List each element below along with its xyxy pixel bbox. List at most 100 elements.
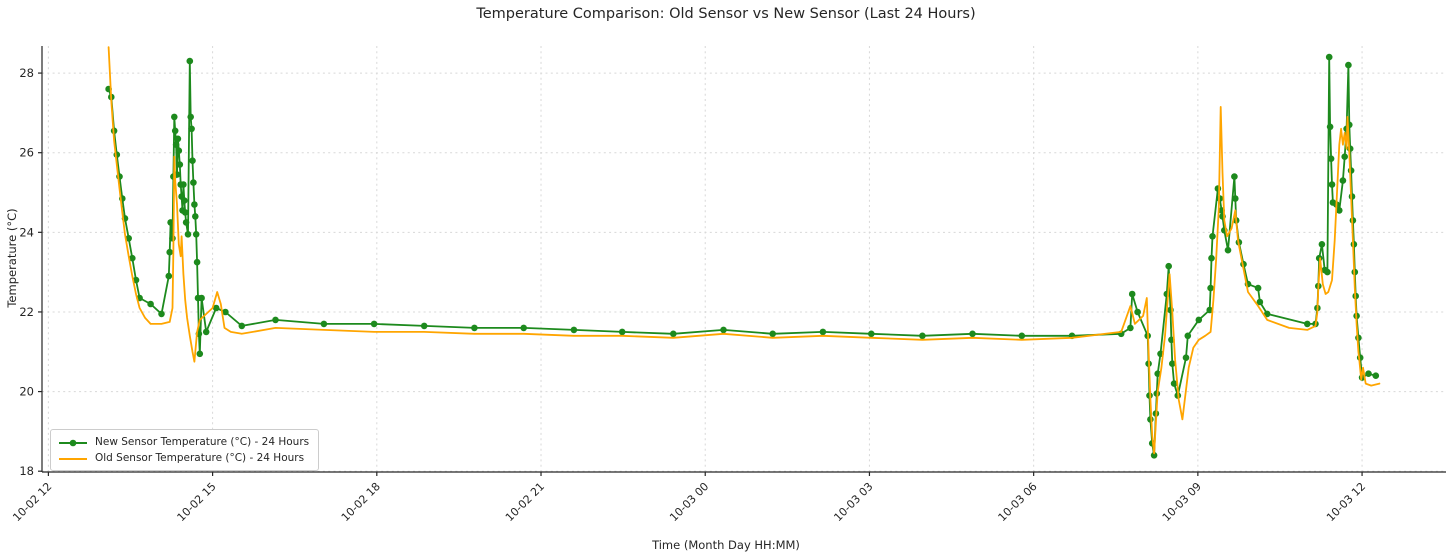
data-point-marker <box>1256 298 1264 306</box>
x-tick-label: 10-02 15 <box>175 480 219 524</box>
y-tick-label: 28 <box>19 66 34 80</box>
data-point-marker <box>720 326 727 334</box>
data-point-marker <box>1134 308 1141 316</box>
data-point-marker <box>1336 207 1343 214</box>
data-point-marker <box>670 330 677 338</box>
data-point-marker <box>191 201 198 208</box>
data-point-marker <box>172 141 180 148</box>
data-point-marker <box>868 330 875 338</box>
data-point-marker <box>222 308 229 316</box>
data-point-marker <box>171 127 179 135</box>
data-point-marker <box>147 300 154 308</box>
data-point-marker <box>1327 155 1335 162</box>
data-point-marker <box>175 147 183 154</box>
data-point-marker <box>181 197 188 204</box>
data-point-marker <box>618 328 626 336</box>
data-point-marker <box>181 209 189 216</box>
data-point-marker <box>166 248 173 256</box>
data-point-marker <box>1182 354 1190 362</box>
legend-label-old-sensor: Old Sensor Temperature (°C) - 24 Hours <box>95 452 305 464</box>
data-point-marker <box>1224 246 1232 254</box>
data-point-marker <box>420 322 428 330</box>
y-tick-label: 26 <box>19 146 34 160</box>
x-tick-label: 10-02 18 <box>339 480 383 524</box>
data-point-marker <box>1209 233 1216 240</box>
y-tick-label: 18 <box>19 464 34 478</box>
data-point-marker <box>1304 320 1311 328</box>
data-point-marker <box>1341 153 1348 160</box>
data-point-marker <box>192 213 199 220</box>
x-tick-label: 10-03 09 <box>1160 480 1204 524</box>
legend-item-old-sensor: Old Sensor Temperature (°C) - 24 Hours <box>58 450 309 466</box>
data-point-marker <box>1232 195 1239 202</box>
data-point-marker <box>1206 306 1213 314</box>
y-tick-label: 20 <box>19 385 34 399</box>
data-point-marker <box>184 231 192 238</box>
x-axis-label: Time (Month Day HH:MM) <box>652 538 800 552</box>
data-point-marker <box>1254 284 1262 292</box>
data-point-marker <box>320 320 328 328</box>
data-point-marker <box>1339 177 1347 184</box>
data-point-marker <box>1207 284 1214 292</box>
legend: New Sensor Temperature (°C) - 24 Hours O… <box>50 429 320 471</box>
data-point-marker <box>202 328 210 336</box>
x-tick-label: 10-02 12 <box>10 480 54 524</box>
data-point-marker <box>196 350 204 358</box>
data-point-marker <box>1328 181 1336 188</box>
data-point-marker <box>1365 370 1372 378</box>
data-point-marker <box>198 294 205 302</box>
data-point-marker <box>187 113 194 121</box>
x-tick-label: 10-03 12 <box>1324 480 1368 524</box>
data-point-marker <box>1184 332 1192 340</box>
data-point-marker <box>1169 360 1176 368</box>
data-point-marker <box>176 161 184 168</box>
old-sensor-line-swatch <box>58 453 88 463</box>
series-line-1 <box>107 46 1381 455</box>
data-point-marker <box>819 328 827 336</box>
data-point-marker <box>186 57 194 65</box>
data-point-marker <box>165 272 173 280</box>
data-point-marker <box>190 179 197 186</box>
data-point-marker <box>1346 145 1354 152</box>
new-sensor-line-swatch <box>58 437 88 447</box>
data-point-marker <box>1208 254 1215 262</box>
data-point-marker <box>212 304 220 312</box>
chart-title: Temperature Comparison: Old Sensor vs Ne… <box>476 6 976 22</box>
x-tick-label: 10-03 03 <box>831 480 875 524</box>
data-point-marker <box>919 332 926 340</box>
y-tick-label: 24 <box>19 225 34 239</box>
data-point-marker <box>969 330 976 338</box>
x-tick-label: 10-03 06 <box>996 480 1040 524</box>
data-point-marker <box>1372 372 1380 380</box>
data-point-marker <box>1326 123 1334 131</box>
data-point-marker <box>180 181 187 188</box>
data-point-marker <box>158 310 165 318</box>
data-point-marker <box>1345 61 1352 69</box>
data-point-marker <box>272 316 279 324</box>
data-point-marker <box>188 125 195 133</box>
x-tick-label: 10-02 21 <box>503 480 547 524</box>
data-point-marker <box>570 326 578 334</box>
data-point-marker <box>370 320 378 328</box>
data-point-marker <box>471 324 478 332</box>
data-point-marker <box>769 330 776 338</box>
data-point-marker <box>1231 173 1238 180</box>
data-point-marker <box>1165 262 1172 270</box>
data-point-marker <box>1263 310 1271 318</box>
data-point-marker <box>167 219 174 226</box>
data-point-marker <box>174 135 182 143</box>
x-tick-label: 10-03 00 <box>667 480 711 524</box>
data-point-marker <box>1214 185 1222 192</box>
y-axis-label: Temperature (°C) <box>5 208 19 308</box>
data-point-marker <box>182 219 190 226</box>
data-point-marker <box>1325 53 1333 61</box>
data-point-marker <box>171 113 178 121</box>
data-point-marker <box>129 254 136 262</box>
data-point-marker <box>520 324 527 332</box>
data-point-marker <box>1150 452 1158 459</box>
data-point-marker <box>238 322 246 330</box>
data-point-marker <box>169 235 176 242</box>
data-point-marker <box>1324 268 1331 276</box>
